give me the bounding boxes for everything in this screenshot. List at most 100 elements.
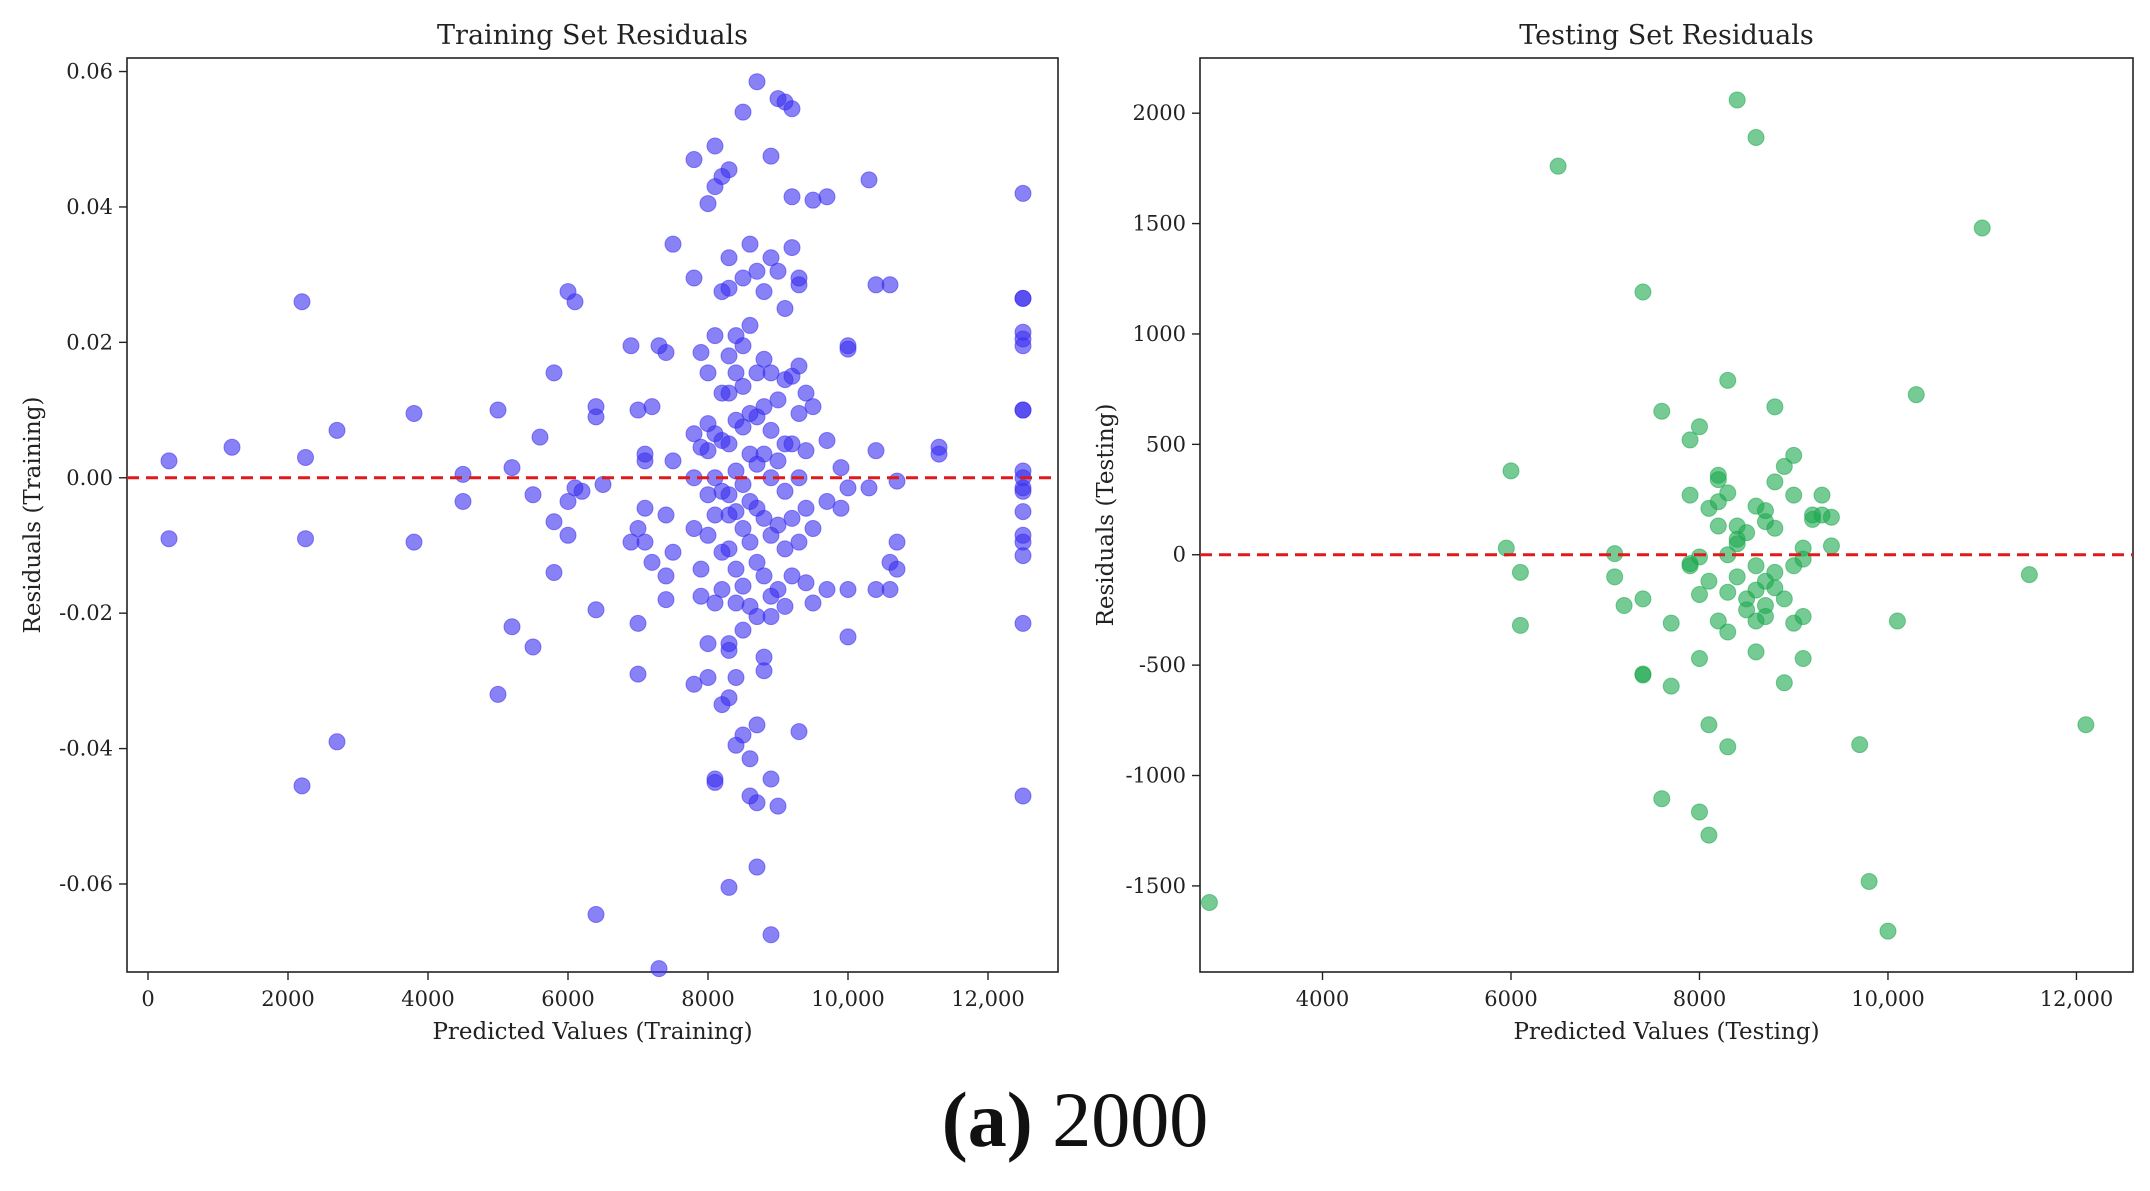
data-point [2077, 716, 2095, 734]
data-point [797, 574, 815, 592]
data-point [531, 428, 549, 446]
data-point [1822, 537, 1840, 555]
data-point [629, 401, 647, 419]
data-point [804, 191, 822, 209]
data-point [832, 499, 850, 517]
data-point [489, 685, 507, 703]
x-tick-label: 4000 [401, 987, 454, 1011]
data-point [776, 300, 794, 318]
x-tick-label: 8000 [681, 987, 734, 1011]
data-point [1973, 219, 1991, 237]
data-point [160, 452, 178, 470]
data-point [769, 797, 787, 815]
data-point [783, 509, 801, 527]
data-point [699, 195, 717, 213]
testing-residuals-panel: Testing Set Residuals 4000 6000 8000 10,000 1… [1075, 0, 2150, 1060]
data-point [629, 665, 647, 683]
data-point [622, 337, 640, 355]
y-tick-label: 1000 [1133, 322, 1186, 346]
data-point [706, 137, 724, 155]
data-point [755, 350, 773, 368]
data-point [734, 577, 752, 595]
data-point [1634, 666, 1652, 684]
data-point [1888, 612, 1906, 630]
x-tick-label: 8000 [1673, 987, 1726, 1011]
data-point [755, 662, 773, 680]
data-point [643, 553, 661, 571]
data-point [755, 509, 773, 527]
data-point [783, 435, 801, 453]
data-point [1766, 519, 1784, 537]
data-point [328, 421, 346, 439]
data-point [1709, 471, 1727, 489]
data-point [328, 733, 346, 751]
data-point [839, 628, 857, 646]
data-point [545, 513, 563, 531]
data-point [1014, 337, 1032, 355]
data-point [454, 465, 472, 483]
data-point [734, 520, 752, 538]
data-point [1653, 790, 1671, 808]
data-point [1014, 503, 1032, 521]
y-tick-label: 2000 [1133, 101, 1186, 125]
data-point [839, 479, 857, 497]
x-tick-label: 0 [141, 987, 154, 1011]
data-point [762, 770, 780, 788]
data-point [1785, 486, 1803, 504]
data-point [769, 262, 787, 280]
data-point [1014, 787, 1032, 805]
x-tick-label: 12,000 [2040, 987, 2113, 1011]
y-axis-label: Residuals (Training) [20, 397, 46, 634]
data-point [1014, 184, 1032, 202]
data-point [1728, 568, 1746, 586]
chart-title: Training Set Residuals [437, 20, 748, 51]
data-point [783, 100, 801, 118]
data-point [762, 249, 780, 267]
data-point [2020, 566, 2038, 584]
data-point [524, 486, 542, 504]
data-point [783, 567, 801, 585]
data-point [888, 533, 906, 551]
data-point [1549, 157, 1567, 175]
data-point [748, 716, 766, 734]
y-tick-label: -0.04 [59, 737, 113, 761]
data-point [1766, 579, 1784, 597]
data-point [1014, 289, 1032, 307]
data-point [503, 459, 521, 477]
data-point [839, 580, 857, 598]
data-point [1511, 563, 1529, 581]
data-point [1766, 563, 1784, 581]
y-tick-label: 500 [1146, 432, 1186, 456]
y-tick-label: -0.06 [59, 872, 113, 896]
data-point [566, 293, 584, 311]
data-point [587, 408, 605, 426]
data-point [636, 533, 654, 551]
data-point [685, 425, 703, 443]
data-point [741, 235, 759, 253]
data-point [930, 445, 948, 463]
data-point [1014, 401, 1032, 419]
data-point [524, 638, 542, 656]
data-point [748, 262, 766, 280]
data-point [818, 432, 836, 450]
x-tick-label: 6000 [1484, 987, 1537, 1011]
x-axis-label: Predicted Values (Training) [432, 1019, 752, 1045]
data-point [755, 398, 773, 416]
data-point [664, 452, 682, 470]
data-point [1014, 614, 1032, 632]
data-point [1728, 91, 1746, 109]
data-point [734, 103, 752, 121]
x-axis-label: Predicted Values (Testing) [1513, 1019, 1819, 1045]
data-point [559, 492, 577, 510]
data-point [1719, 371, 1737, 389]
data-point [783, 188, 801, 206]
data-point [776, 597, 794, 615]
data-point [293, 777, 311, 795]
data-point [636, 499, 654, 517]
data-point [1700, 826, 1718, 844]
data-point [727, 668, 745, 686]
data-point [1860, 872, 1878, 890]
data-point [1200, 893, 1218, 911]
plot-frame [1199, 57, 2134, 973]
data-point [1738, 601, 1756, 619]
